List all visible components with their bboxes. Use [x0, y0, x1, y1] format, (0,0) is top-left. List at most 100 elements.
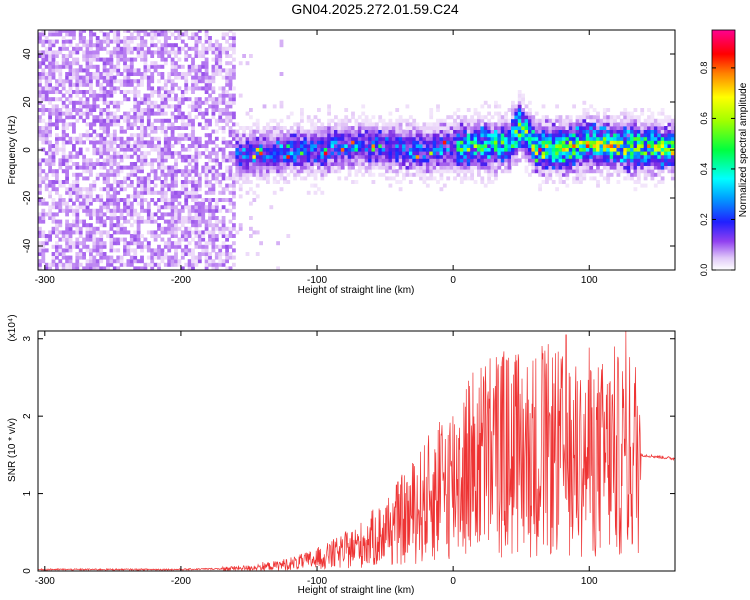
spectrogram-cell — [439, 129, 444, 134]
spectrogram-cell — [228, 46, 233, 51]
spectrogram-cell — [44, 79, 49, 84]
spectrogram-cell — [303, 165, 308, 170]
spectrogram-cell — [623, 129, 628, 134]
spectrogram-cell — [109, 194, 114, 199]
spectrogram-cell — [391, 140, 396, 145]
spectrogram-cell — [242, 158, 246, 163]
spectrogram-cell — [41, 176, 46, 181]
spectrogram-cell — [51, 154, 56, 159]
spectrogram-cell — [75, 259, 80, 264]
spectrogram-cell — [232, 75, 236, 80]
spectrogram-cell — [436, 133, 440, 138]
spectrogram-cell — [48, 262, 52, 267]
spectrogram-cell — [449, 158, 454, 163]
spectrogram-cell — [163, 104, 168, 109]
spectrogram-cell — [528, 118, 532, 123]
spectrogram-cell — [112, 187, 117, 192]
spectrogram-cell — [351, 111, 355, 116]
spectrogram-cell — [116, 201, 121, 206]
spectrogram-cell — [354, 129, 359, 134]
spectrogram-cell — [126, 39, 131, 44]
spectrogram-cell — [511, 133, 515, 138]
spectrogram-cell — [517, 118, 522, 123]
spectrogram-cell — [647, 158, 651, 163]
spectrogram-cell — [204, 162, 209, 166]
spectrogram-cell — [38, 158, 42, 163]
spectrogram-cell — [504, 147, 508, 152]
spectrogram-cell — [545, 162, 549, 166]
spectrogram-cell — [160, 111, 165, 116]
spectrogram-cell — [119, 115, 124, 120]
spectrogram-cell — [436, 165, 440, 170]
spectrogram-cell — [548, 151, 553, 156]
spectrogram-cell — [633, 172, 638, 177]
spectrogram-cell — [412, 118, 417, 123]
spectrogram-cell — [38, 219, 42, 224]
spectrogram-cell — [211, 86, 216, 91]
spectrogram-cell — [170, 201, 175, 206]
spectrogram-cell — [136, 68, 141, 73]
spectrogram-cell — [371, 122, 376, 127]
spectrogram-cell — [466, 133, 471, 138]
spectrogram-cell — [487, 126, 491, 130]
spectrogram-cell — [136, 111, 141, 116]
y-tick-label: 3 — [22, 336, 33, 342]
spectrogram-cell — [388, 140, 393, 145]
spectrogram-cell — [163, 126, 168, 130]
spectrogram-cell — [483, 122, 488, 127]
spectrogram-cell — [68, 111, 73, 116]
spectrogram-cell — [119, 212, 124, 217]
spectrogram-cell — [466, 154, 471, 159]
spectrogram-cell — [449, 126, 454, 130]
spectrogram-cell — [41, 75, 46, 80]
spectrogram-cell — [255, 162, 260, 166]
spectrogram-cell — [616, 151, 621, 156]
spectrogram-cell — [143, 144, 148, 148]
snr-frame — [37, 330, 676, 572]
spectrogram-cell — [354, 147, 359, 152]
spectrogram-cell — [630, 140, 634, 145]
spectrogram-cell — [408, 140, 413, 145]
spectrogram-cell — [85, 262, 90, 267]
spectrogram-cell — [102, 255, 107, 260]
spectrogram-cell — [61, 122, 66, 127]
spectrogram-cell — [232, 241, 236, 246]
spectrogram-cell — [232, 190, 236, 195]
spectrogram-cell — [388, 162, 393, 166]
spectrogram-cell — [459, 126, 464, 130]
spectrogram-cell — [38, 39, 42, 44]
spectrogram-cell — [255, 151, 260, 156]
spectrogram-cell — [44, 97, 49, 102]
spectrogram-cell — [398, 169, 403, 174]
spectrogram-cell — [197, 50, 202, 55]
spectrogram-cell — [320, 158, 325, 163]
spectrogram-cell — [538, 136, 542, 141]
spectrogram-cell — [327, 144, 331, 148]
spectrogram-cell — [194, 212, 199, 217]
spectrogram-cell — [38, 97, 42, 102]
spectrogram-cell — [456, 144, 461, 148]
spectrogram-cell — [228, 115, 233, 120]
spectrogram-cell — [381, 172, 386, 177]
spectrogram-cell — [255, 144, 260, 148]
spectrogram-cell — [89, 169, 93, 174]
spectrogram-cell — [184, 180, 189, 184]
spectrogram-cell — [133, 133, 138, 138]
spectrogram-cell — [75, 176, 80, 181]
spectrogram-cell — [470, 136, 474, 141]
spectrogram-cell — [109, 169, 114, 174]
spectrogram-cell — [99, 46, 104, 51]
spectrogram-cell — [177, 57, 182, 62]
spectrogram-cell — [650, 136, 655, 141]
spectrogram-cell — [174, 82, 178, 87]
spectrogram-cell — [123, 82, 127, 87]
spectrogram-cell — [174, 262, 178, 267]
spectrogram-cell — [276, 158, 280, 163]
spectrogram-cell — [511, 158, 515, 163]
spectrogram-cell — [354, 126, 359, 130]
spectrogram-cell — [170, 61, 175, 66]
spectrogram-cell — [119, 79, 124, 84]
spectrogram-cell — [82, 198, 86, 202]
spectrogram-cell — [480, 115, 485, 120]
spectrogram-cell — [78, 36, 83, 40]
